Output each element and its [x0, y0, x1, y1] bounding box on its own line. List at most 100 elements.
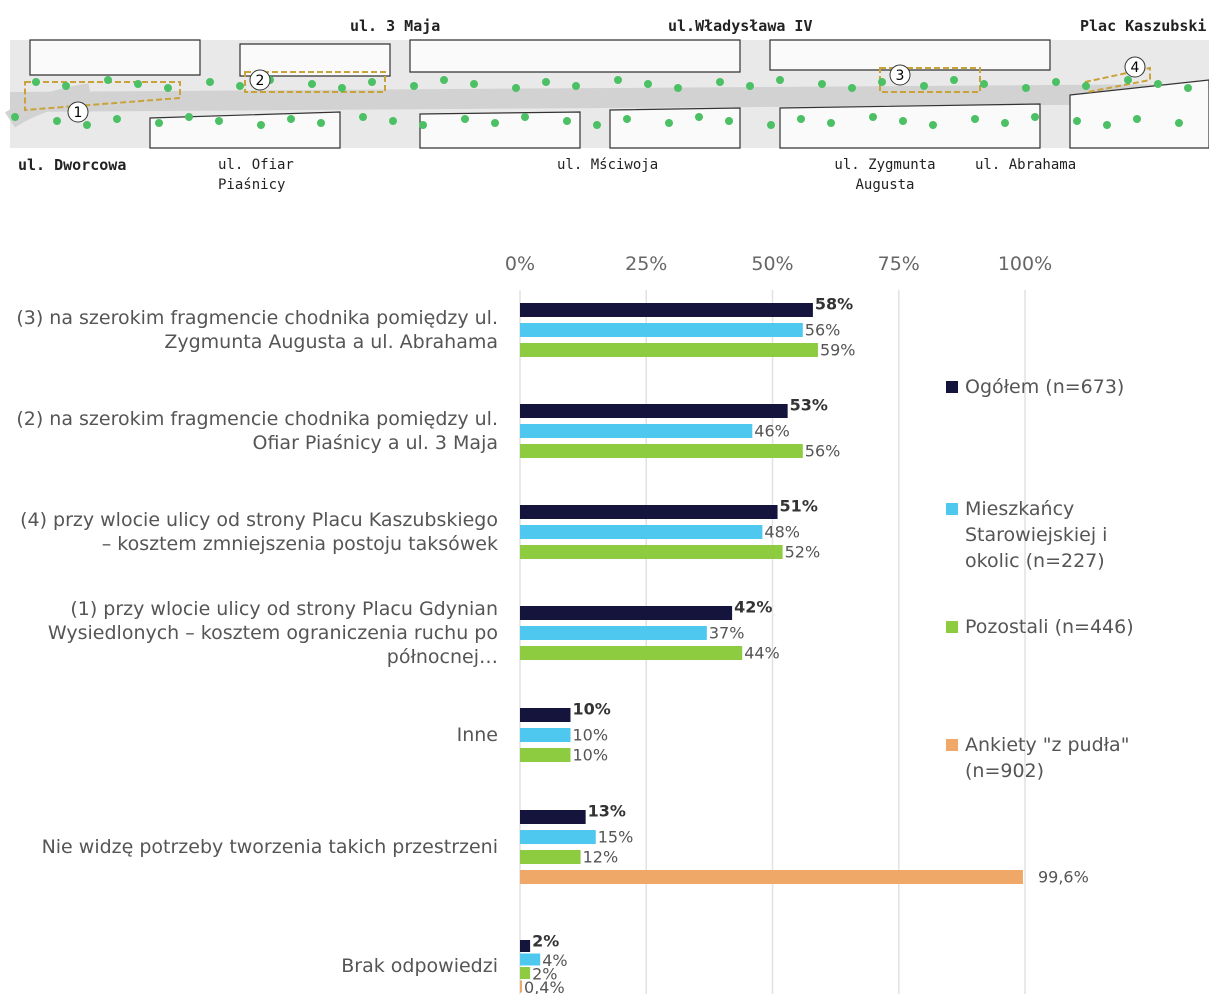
bar: [520, 708, 571, 722]
tree: [104, 76, 112, 84]
bar: [520, 953, 541, 966]
street-label: ul. Dworcowa: [18, 156, 127, 174]
tree: [1154, 80, 1162, 88]
legend-swatch: [946, 739, 958, 751]
value-label: 52%: [785, 543, 821, 562]
legend-entry: Mieszkańcy Starowiejskiej i okolic (n=22…: [946, 496, 1165, 574]
tree: [767, 121, 775, 129]
x-tick-label: 100%: [998, 253, 1052, 275]
tree: [818, 80, 826, 88]
tree: [1052, 78, 1060, 86]
bar: [520, 323, 803, 337]
buildings: [29, 39, 1209, 149]
bar: [520, 505, 778, 519]
legend-swatch: [946, 621, 958, 633]
trees: [11, 76, 1192, 129]
tree: [206, 78, 214, 86]
tree: [1184, 84, 1192, 92]
tree: [389, 117, 397, 125]
tree: [1133, 115, 1141, 123]
tree: [512, 84, 520, 92]
marker: [889, 64, 911, 86]
value-label: 58%: [815, 295, 853, 314]
x-tick-label: 50%: [751, 253, 793, 275]
legend-label: Ogółem (n=673): [965, 376, 1125, 398]
tree: [1124, 76, 1132, 84]
value-label: 59%: [820, 341, 856, 360]
value-label: 10%: [573, 746, 609, 765]
marker: [249, 69, 271, 91]
value-label: 53%: [790, 396, 828, 415]
bar: [520, 424, 753, 438]
tree: [308, 80, 316, 88]
tree: [521, 113, 529, 121]
bar: [520, 525, 763, 539]
street-label: ul. Abrahama: [975, 157, 1077, 173]
value-label: 51%: [780, 497, 818, 516]
tree: [1031, 113, 1039, 121]
tree: [215, 117, 223, 125]
legend-entry: Ogółem (n=673): [946, 374, 1165, 400]
tree: [1175, 119, 1183, 127]
bar: [520, 830, 596, 844]
bar: [520, 748, 571, 762]
tree: [563, 117, 571, 125]
tree: [53, 117, 61, 125]
tree: [644, 80, 652, 88]
street-label: ul.Władysława IV: [668, 17, 813, 35]
tree: [776, 76, 784, 84]
tree: [419, 121, 427, 129]
map: 1 2 3 4: [5, 39, 1209, 149]
bar: [520, 646, 743, 660]
bar: [520, 343, 818, 357]
value-label: 42%: [734, 598, 772, 617]
tree: [878, 78, 886, 86]
legend-swatch: [946, 381, 958, 393]
tree: [164, 84, 172, 92]
value-label: 44%: [744, 644, 780, 663]
street-label: ul. Zygmunta Augusta: [834, 157, 936, 193]
tree: [11, 113, 19, 121]
tree: [470, 80, 478, 88]
markers: 1 2 3 4: [67, 56, 1146, 123]
value-label: 13%: [588, 802, 626, 821]
bar: [520, 870, 1023, 884]
tree: [1103, 121, 1111, 129]
tree: [716, 78, 724, 86]
tree: [848, 84, 856, 92]
street-label: ul. Mściwoja: [557, 157, 659, 173]
tree: [83, 121, 91, 129]
tree: [695, 113, 703, 121]
value-label: 56%: [805, 442, 841, 461]
bar: [520, 303, 813, 317]
tree: [827, 119, 835, 127]
category-label: (3) na szerokim fragmencie chodnika pomi…: [16, 307, 498, 353]
tree: [62, 82, 70, 90]
marker: [67, 101, 89, 123]
tree: [410, 82, 418, 90]
tree: [746, 82, 754, 90]
value-label: 46%: [754, 422, 790, 441]
tree: [929, 121, 937, 129]
value-label: 12%: [583, 848, 619, 867]
tree: [971, 115, 979, 123]
tree: [257, 121, 265, 129]
marker-label: 1: [74, 105, 83, 121]
tree: [317, 119, 325, 127]
tree: [287, 115, 295, 123]
tree: [899, 117, 907, 125]
value-label: 10%: [573, 700, 611, 719]
tree: [1082, 82, 1090, 90]
x-tick-label: 0%: [505, 253, 535, 275]
marker: [1124, 56, 1146, 78]
street-label: ul. 3 Maja: [350, 17, 441, 35]
tree: [1001, 119, 1009, 127]
tree: [797, 115, 805, 123]
bar: [520, 850, 581, 864]
tree: [869, 113, 877, 121]
tree: [542, 78, 550, 86]
value-label: 56%: [805, 321, 841, 340]
x-tick-label: 25%: [625, 253, 667, 275]
tree: [1073, 117, 1081, 125]
